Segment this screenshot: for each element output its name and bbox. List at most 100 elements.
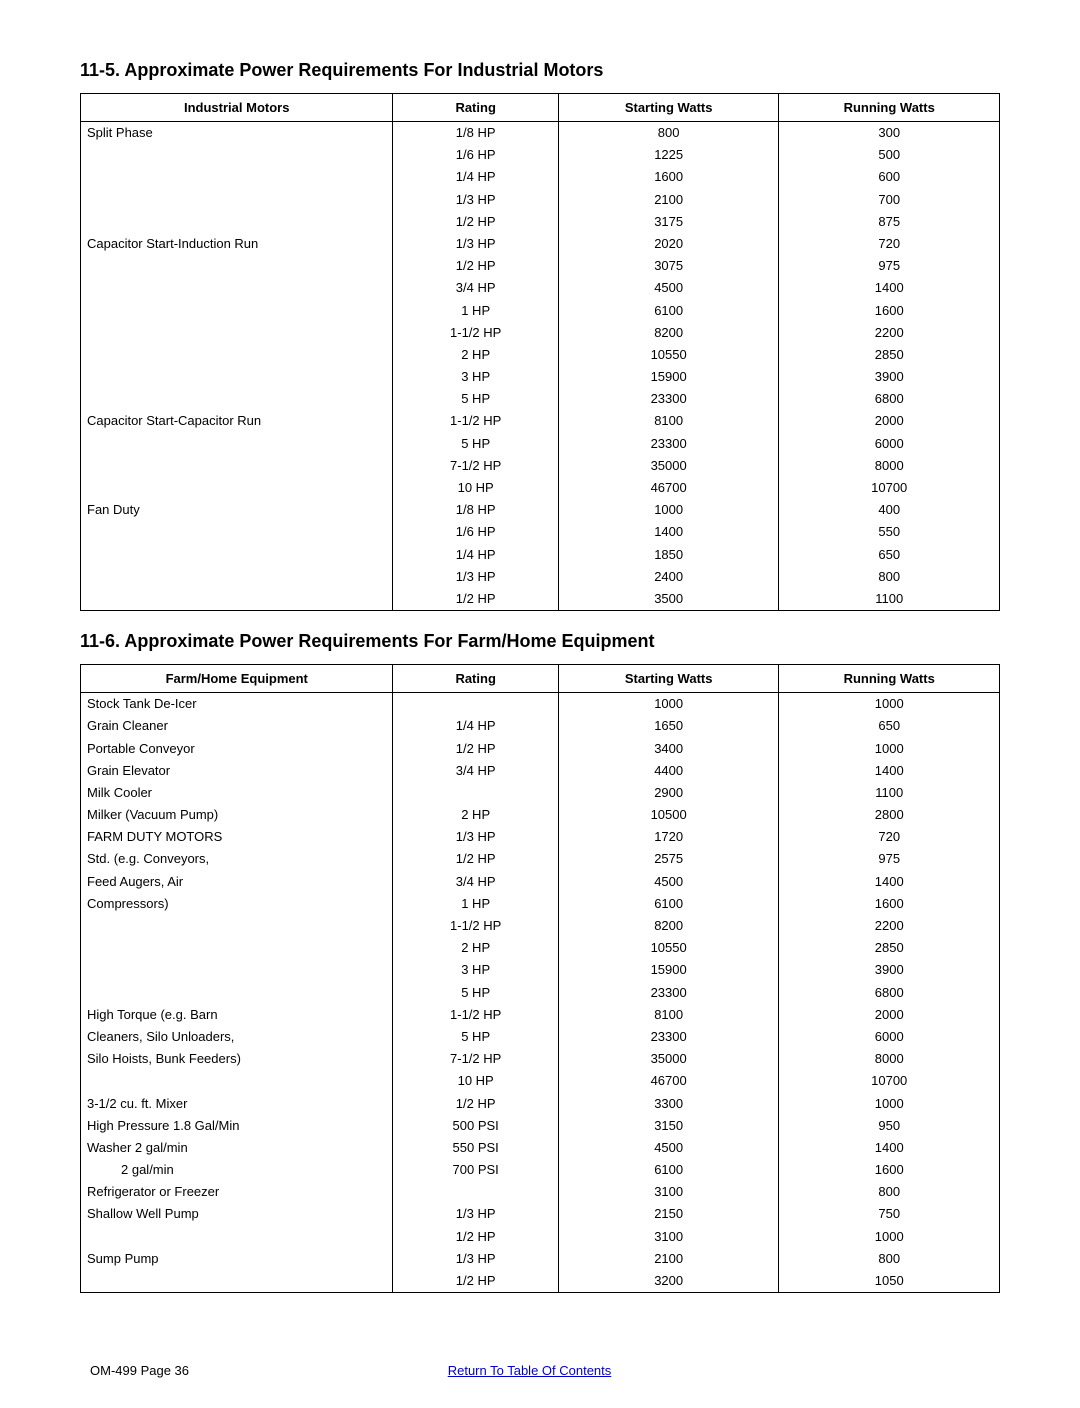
cell-running-watts: 300 <box>779 122 1000 145</box>
cell-starting-watts: 800 <box>558 122 779 145</box>
cell-starting-watts: 10500 <box>558 804 779 826</box>
cell-label: Grain Cleaner <box>81 715 393 737</box>
col-header-rating: Rating <box>393 665 558 693</box>
cell-label <box>81 344 393 366</box>
table-row: 2 HP105502850 <box>81 937 1000 959</box>
cell-rating: 3/4 HP <box>393 277 558 299</box>
cell-label <box>81 1270 393 1293</box>
cell-label: Grain Elevator <box>81 760 393 782</box>
table-row: 5 HP233006800 <box>81 388 1000 410</box>
cell-starting-watts: 10550 <box>558 937 779 959</box>
page-footer: OM-499 Page 36 Return To Table Of Conten… <box>80 1363 1000 1378</box>
table-row: 1/2 HP32001050 <box>81 1270 1000 1293</box>
cell-starting-watts: 1720 <box>558 826 779 848</box>
cell-label: Shallow Well Pump <box>81 1203 393 1225</box>
cell-label: 3-1/2 cu. ft. Mixer <box>81 1093 393 1115</box>
cell-running-watts: 2800 <box>779 804 1000 826</box>
cell-running-watts: 3900 <box>779 366 1000 388</box>
cell-starting-watts: 4500 <box>558 871 779 893</box>
cell-starting-watts: 1000 <box>558 499 779 521</box>
cell-rating: 2 HP <box>393 344 558 366</box>
col-header-rating: Rating <box>393 94 558 122</box>
cell-starting-watts: 4500 <box>558 277 779 299</box>
cell-rating: 10 HP <box>393 1070 558 1092</box>
table-row: Stock Tank De-Icer10001000 <box>81 693 1000 716</box>
cell-running-watts: 1000 <box>779 693 1000 716</box>
cell-running-watts: 720 <box>779 233 1000 255</box>
cell-rating: 1/2 HP <box>393 1226 558 1248</box>
footer-page-number: OM-499 Page 36 <box>90 1363 189 1378</box>
cell-running-watts: 1100 <box>779 782 1000 804</box>
cell-starting-watts: 1400 <box>558 521 779 543</box>
cell-rating: 7-1/2 HP <box>393 1048 558 1070</box>
table-row: 1/6 HP1225500 <box>81 144 1000 166</box>
cell-label <box>81 211 393 233</box>
cell-rating: 1-1/2 HP <box>393 322 558 344</box>
cell-starting-watts: 2100 <box>558 189 779 211</box>
table-row: 3 HP159003900 <box>81 366 1000 388</box>
table-row: 1/2 HP3175875 <box>81 211 1000 233</box>
cell-rating: 3/4 HP <box>393 871 558 893</box>
cell-rating: 1/3 HP <box>393 233 558 255</box>
cell-starting-watts: 1850 <box>558 544 779 566</box>
cell-running-watts: 600 <box>779 166 1000 188</box>
cell-label: Refrigerator or Freezer <box>81 1181 393 1203</box>
section-2-title: 11-6. Approximate Power Requirements For… <box>80 631 1000 652</box>
cell-label <box>81 277 393 299</box>
table-row: Cleaners, Silo Unloaders,5 HP233006000 <box>81 1026 1000 1048</box>
cell-running-watts: 8000 <box>779 455 1000 477</box>
cell-rating: 1/3 HP <box>393 566 558 588</box>
cell-label: Stock Tank De-Icer <box>81 693 393 716</box>
cell-rating <box>393 782 558 804</box>
col-header-label: Farm/Home Equipment <box>81 665 393 693</box>
table-row: Split Phase1/8 HP800300 <box>81 122 1000 145</box>
cell-starting-watts: 3075 <box>558 255 779 277</box>
table-row: 5 HP233006000 <box>81 433 1000 455</box>
table-row: Milker (Vacuum Pump)2 HP105002800 <box>81 804 1000 826</box>
cell-running-watts: 700 <box>779 189 1000 211</box>
return-to-toc-link[interactable]: Return To Table Of Contents <box>448 1363 612 1378</box>
cell-running-watts: 800 <box>779 1181 1000 1203</box>
cell-label <box>81 300 393 322</box>
cell-label <box>81 588 393 611</box>
cell-starting-watts: 3500 <box>558 588 779 611</box>
cell-running-watts: 650 <box>779 544 1000 566</box>
cell-label: Split Phase <box>81 122 393 145</box>
cell-running-watts: 875 <box>779 211 1000 233</box>
cell-starting-watts: 3175 <box>558 211 779 233</box>
cell-running-watts: 400 <box>779 499 1000 521</box>
col-header-running: Running Watts <box>779 94 1000 122</box>
cell-label: High Pressure 1.8 Gal/Min <box>81 1115 393 1137</box>
cell-starting-watts: 3100 <box>558 1181 779 1203</box>
cell-running-watts: 6000 <box>779 433 1000 455</box>
table-row: 3 HP159003900 <box>81 959 1000 981</box>
cell-label: Milk Cooler <box>81 782 393 804</box>
table-row: 1/2 HP35001100 <box>81 588 1000 611</box>
cell-label <box>81 915 393 937</box>
cell-rating: 1/2 HP <box>393 848 558 870</box>
table-row: 1/4 HP1850650 <box>81 544 1000 566</box>
cell-label: Portable Conveyor <box>81 738 393 760</box>
table-row: FARM DUTY MOTORS1/3 HP1720720 <box>81 826 1000 848</box>
cell-label: Compressors) <box>81 893 393 915</box>
cell-label: 2 gal/min <box>81 1159 393 1181</box>
col-header-starting: Starting Watts <box>558 665 779 693</box>
cell-starting-watts: 8100 <box>558 1004 779 1026</box>
cell-rating: 5 HP <box>393 1026 558 1048</box>
cell-running-watts: 3900 <box>779 959 1000 981</box>
table-row: 1/3 HP2100700 <box>81 189 1000 211</box>
table-row: Milk Cooler29001100 <box>81 782 1000 804</box>
col-header-running: Running Watts <box>779 665 1000 693</box>
cell-running-watts: 1100 <box>779 588 1000 611</box>
cell-starting-watts: 4500 <box>558 1137 779 1159</box>
cell-starting-watts: 23300 <box>558 433 779 455</box>
cell-starting-watts: 1600 <box>558 166 779 188</box>
table-row: Washer 2 gal/min550 PSI45001400 <box>81 1137 1000 1159</box>
cell-rating: 2 HP <box>393 804 558 826</box>
cell-rating: 1/4 HP <box>393 544 558 566</box>
cell-starting-watts: 6100 <box>558 1159 779 1181</box>
table-row: Shallow Well Pump1/3 HP2150750 <box>81 1203 1000 1225</box>
cell-rating: 5 HP <box>393 982 558 1004</box>
cell-running-watts: 975 <box>779 255 1000 277</box>
cell-label: Silo Hoists, Bunk Feeders) <box>81 1048 393 1070</box>
